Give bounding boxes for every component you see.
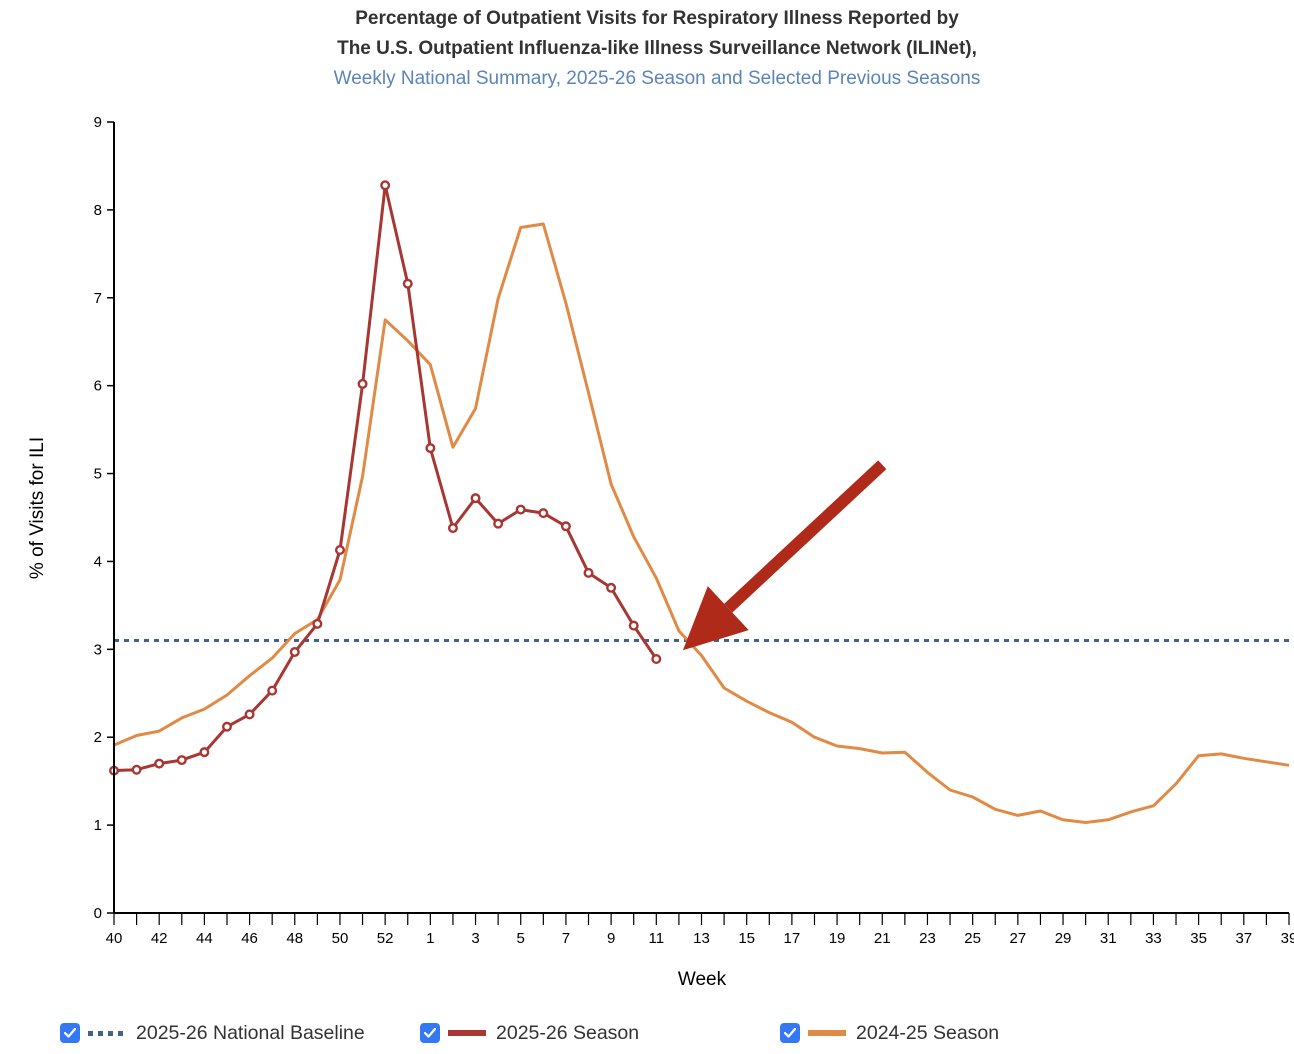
data-point-2025-26-season[interactable]	[244, 709, 255, 720]
legend-label: 2024-25 Season	[856, 1021, 1000, 1044]
x-tick-label: 11	[649, 930, 665, 947]
y-tick-label: 9	[94, 114, 102, 131]
data-point-2025-26-season[interactable]	[402, 278, 413, 289]
data-point-2025-26-season[interactable]	[176, 755, 187, 766]
data-point-2025-26-season[interactable]	[425, 443, 436, 454]
data-point-2025-26-season[interactable]	[470, 493, 481, 504]
x-tick-label: 37	[1235, 930, 1252, 947]
x-tick-label: 19	[829, 930, 846, 947]
y-tick-label: 8	[94, 202, 102, 219]
orange-line-swatch	[808, 1030, 846, 1036]
x-axis-title: Week	[678, 969, 727, 990]
x-tick-label: 25	[964, 930, 981, 947]
x-tick-label: 52	[377, 930, 394, 947]
data-point-2025-26-season[interactable]	[628, 620, 639, 631]
x-tick-label: 35	[1190, 930, 1207, 947]
x-tick-label: 13	[693, 930, 710, 947]
data-point-2025-26-season[interactable]	[221, 721, 232, 732]
data-point-2025-26-season[interactable]	[131, 764, 142, 775]
legend-item-2025-26-season[interactable]: 2025-26 Season	[420, 1019, 639, 1047]
series-line-2025-26-season	[113, 183, 658, 773]
legend-item-baseline[interactable]: 2025-26 National Baseline	[60, 1019, 365, 1047]
x-tick-label: 39	[1281, 930, 1294, 947]
x-tick-label: 50	[332, 930, 349, 947]
y-tick-label: 0	[94, 905, 102, 922]
legend-label: 2025-26 National Baseline	[136, 1021, 365, 1044]
x-tick-label: 33	[1145, 930, 1162, 947]
dotted-line-swatch	[88, 1030, 126, 1036]
y-tick-label: 6	[94, 378, 102, 395]
data-point-2025-26-season[interactable]	[606, 582, 617, 593]
annotation-arrow-shaft	[724, 460, 887, 613]
checkmark-icon	[784, 1028, 796, 1038]
x-tick-label: 42	[151, 930, 168, 947]
data-point-2025-26-season[interactable]	[199, 747, 210, 758]
x-tick-label: 7	[562, 930, 570, 947]
series-line-2024-25-season	[113, 222, 1290, 824]
data-point-2025-26-season[interactable]	[560, 521, 571, 532]
red-line-swatch	[448, 1030, 486, 1036]
x-tick-label: 17	[784, 930, 801, 947]
data-point-2025-26-season[interactable]	[447, 523, 458, 534]
y-tick-label: 4	[94, 553, 102, 570]
x-tick-label: 48	[286, 930, 303, 947]
data-point-2025-26-season[interactable]	[515, 504, 526, 515]
y-axis-title: % of Visits for ILI	[27, 437, 48, 579]
checkmark-icon	[424, 1028, 436, 1038]
x-tick-label: 40	[106, 930, 123, 947]
data-point-2025-26-season[interactable]	[312, 618, 323, 629]
data-point-2025-26-season[interactable]	[357, 378, 368, 389]
y-tick-label: 5	[94, 466, 102, 483]
x-tick-label: 46	[241, 930, 258, 947]
x-tick-label: 44	[196, 930, 213, 947]
legend-item-2024-25-season[interactable]: 2024-25 Season	[780, 1019, 999, 1047]
x-tick-label: 9	[607, 930, 615, 947]
season-2025-26-checkbox[interactable]	[420, 1023, 440, 1043]
x-tick-label: 3	[471, 930, 479, 947]
season-2024-25-checkbox[interactable]	[780, 1023, 800, 1043]
x-tick-label: 31	[1100, 930, 1117, 947]
annotation-arrow-head	[682, 586, 749, 651]
chart-subtitle: Weekly National Summary, 2025-26 Season …	[333, 68, 981, 89]
data-point-2025-26-season[interactable]	[334, 545, 345, 556]
x-tick-label: 23	[919, 930, 936, 947]
x-tick-label: 21	[874, 930, 891, 947]
chart-title-line1: Percentage of Outpatient Visits for Resp…	[355, 8, 959, 29]
data-point-2025-26-season[interactable]	[289, 646, 300, 657]
data-point-2025-26-season[interactable]	[154, 758, 165, 769]
y-tick-label: 7	[94, 290, 102, 307]
chart-title-line2: The U.S. Outpatient Influenza-like Illne…	[337, 38, 977, 59]
y-tick-label: 3	[94, 641, 102, 658]
data-point-2025-26-season[interactable]	[267, 685, 278, 696]
data-point-2025-26-season[interactable]	[651, 654, 662, 665]
x-tick-label: 27	[1010, 930, 1027, 947]
legend-label: 2025-26 Season	[496, 1021, 640, 1044]
x-tick-label: 15	[738, 930, 755, 947]
x-tick-label: 5	[517, 930, 525, 947]
x-tick-label: 29	[1055, 930, 1072, 947]
y-tick-label: 2	[94, 729, 102, 746]
x-tick-label: 1	[426, 930, 434, 947]
data-point-2025-26-season[interactable]	[380, 180, 391, 191]
baseline-checkbox[interactable]	[60, 1023, 80, 1043]
checkmark-icon	[64, 1028, 76, 1038]
data-point-2025-26-season[interactable]	[583, 567, 594, 578]
data-point-2025-26-season[interactable]	[538, 508, 549, 519]
data-point-2025-26-season[interactable]	[493, 518, 504, 529]
y-tick-label: 1	[94, 817, 102, 834]
